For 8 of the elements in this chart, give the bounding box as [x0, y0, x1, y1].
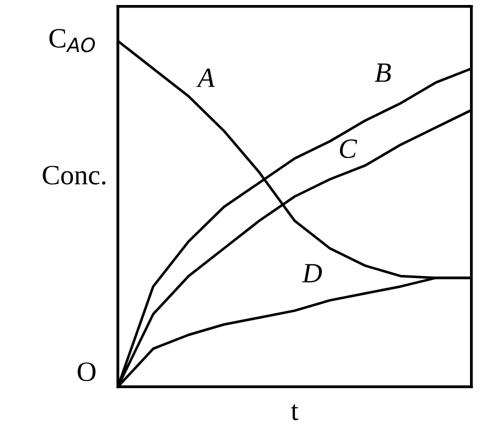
y-axis-title: Conc. — [42, 166, 106, 185]
series-label: C — [340, 139, 358, 158]
series-label: D — [302, 264, 322, 282]
series-label: A — [196, 68, 215, 87]
text: O — [78, 362, 96, 382]
text: C$_{AO}$ — [49, 29, 95, 52]
x-axis-title: t — [291, 404, 298, 420]
series-label: B — [374, 64, 391, 82]
